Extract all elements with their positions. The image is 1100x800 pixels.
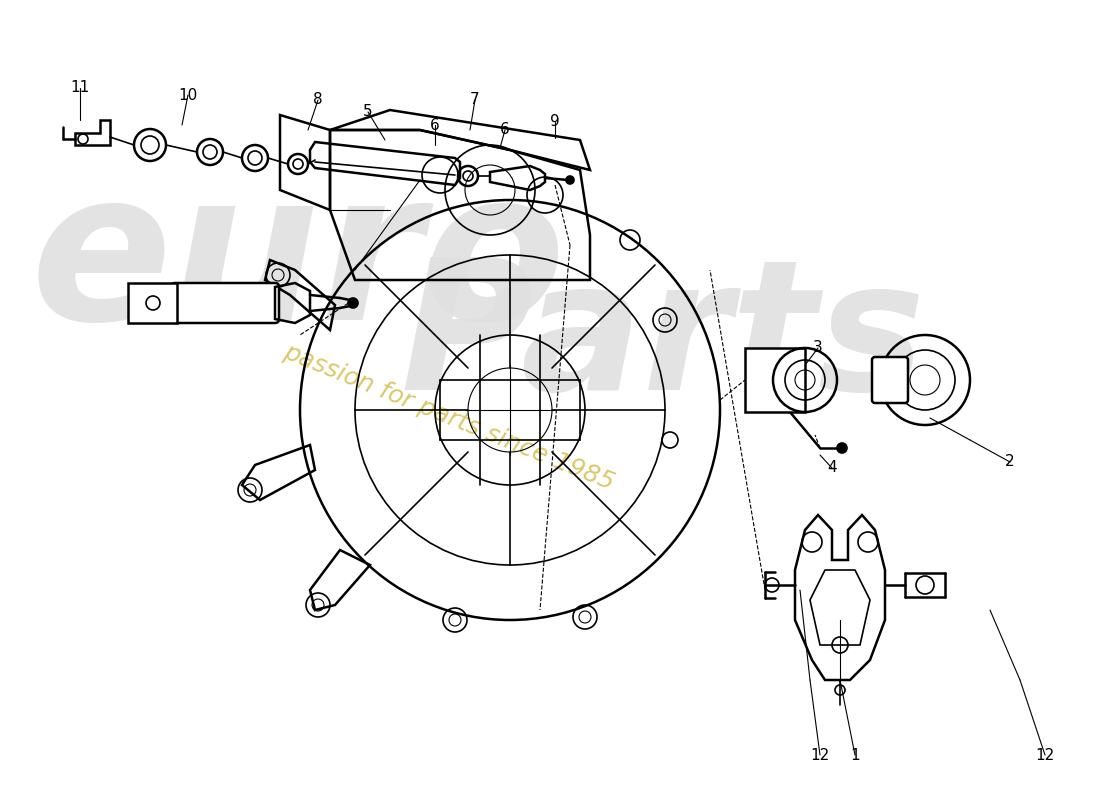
- Text: euro: euro: [30, 161, 565, 363]
- Text: 6: 6: [500, 122, 510, 138]
- Circle shape: [348, 298, 358, 308]
- Text: Parts: Parts: [400, 252, 925, 428]
- Circle shape: [837, 443, 847, 453]
- Bar: [745, 348, 805, 412]
- Circle shape: [566, 176, 574, 184]
- Text: 7: 7: [470, 93, 480, 107]
- Text: 6: 6: [430, 118, 440, 133]
- FancyBboxPatch shape: [872, 357, 908, 403]
- Text: 12: 12: [1035, 747, 1055, 762]
- Text: 3: 3: [813, 341, 823, 355]
- Text: 9: 9: [550, 114, 560, 130]
- Text: 1: 1: [850, 747, 860, 762]
- Text: 12: 12: [811, 747, 829, 762]
- Text: 2: 2: [1005, 454, 1015, 470]
- FancyBboxPatch shape: [128, 283, 177, 323]
- Text: 5: 5: [363, 105, 373, 119]
- Text: 10: 10: [178, 87, 198, 102]
- FancyBboxPatch shape: [170, 283, 279, 323]
- Text: 4: 4: [827, 461, 837, 475]
- Text: 8: 8: [314, 93, 322, 107]
- Text: 11: 11: [70, 81, 89, 95]
- Text: passion for parts since 1985: passion for parts since 1985: [280, 340, 617, 495]
